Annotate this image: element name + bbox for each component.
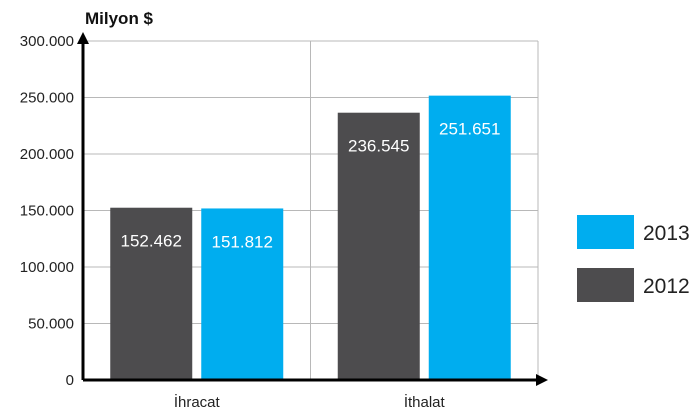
bar-2013-0 — [201, 208, 284, 380]
legend-label: 2012 — [643, 275, 689, 298]
y-tick-label: 100.000 — [20, 259, 74, 276]
bar-value-label: 152.462 — [121, 232, 182, 251]
y-tick-label: 300.000 — [20, 33, 74, 50]
x-category-label: İhracat — [174, 393, 221, 411]
y-axis-label: Milyon $ — [85, 9, 154, 28]
y-tick-label: 50.000 — [28, 316, 74, 333]
y-tick-label: 250.000 — [20, 90, 74, 107]
x-category-label: İthalat — [404, 393, 446, 411]
x-axis-arrow-icon — [536, 374, 548, 386]
y-tick-label: 0 — [66, 372, 74, 389]
y-tick-label: 200.000 — [20, 146, 74, 163]
x-category-labels: İhracat İthalat — [174, 393, 446, 411]
legend-swatch-2013 — [577, 215, 634, 249]
bar-value-label: 251.651 — [439, 120, 500, 139]
legend-label: 2013 — [643, 222, 689, 245]
y-tick-labels: 0 50.000 100.000 150.000 200.000 250.000 300.0… — [20, 33, 74, 389]
bar-2013-1 — [428, 95, 511, 380]
y-axis-arrow-icon — [77, 32, 89, 44]
bar-labels: 152.462 151.812 236.545 251.651 — [121, 120, 501, 252]
bar-2012-1 — [337, 112, 420, 380]
y-tick-label: 150.000 — [20, 203, 74, 220]
bar-2012-0 — [110, 207, 193, 380]
bar-value-label: 236.545 — [348, 137, 409, 156]
bars — [110, 95, 511, 380]
legend-swatch-2012 — [577, 268, 634, 302]
bar-value-label: 151.812 — [212, 232, 273, 251]
axes — [77, 32, 548, 386]
legend: 2013 2012 — [577, 215, 689, 302]
